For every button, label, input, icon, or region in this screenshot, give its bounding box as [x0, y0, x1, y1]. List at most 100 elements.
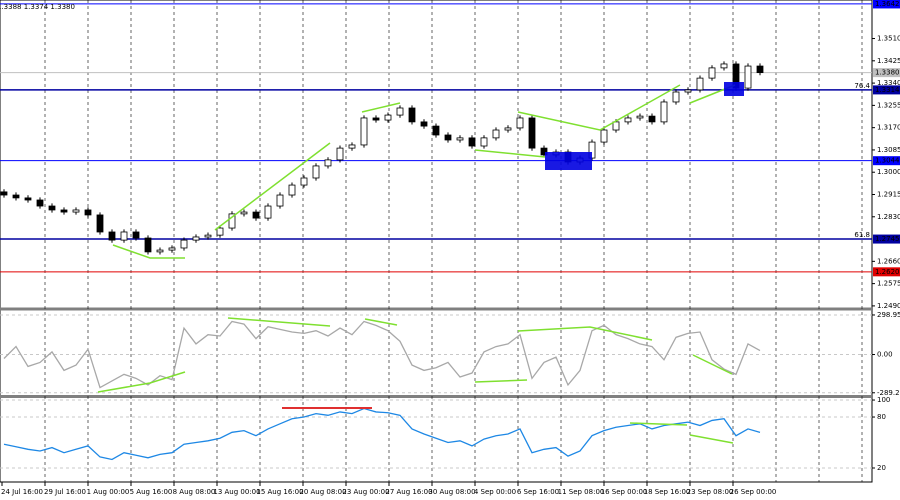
candle-body: [612, 121, 620, 131]
candle-body: [144, 237, 152, 253]
candle-body: [528, 117, 536, 149]
x-tick-label: 8 Aug 08:00: [173, 488, 216, 496]
candle-body: [96, 214, 104, 233]
candle-body: [36, 199, 44, 207]
fib-label: 61.8: [854, 231, 870, 239]
candle-body: [204, 234, 212, 238]
trend-line: [361, 102, 401, 113]
trend-line: [214, 142, 331, 231]
x-tick-label: 13 Aug 00:00: [213, 488, 260, 496]
x-tick-label: 11 Sep 08:00: [558, 488, 605, 496]
candle-body: [540, 147, 548, 156]
candle-body: [156, 249, 164, 253]
candle-body: [372, 117, 380, 121]
y-tick-label: 1.3085: [877, 146, 900, 154]
trend-line: [689, 434, 734, 444]
y-tick-label: 1.2915: [877, 190, 900, 198]
x-tick-label: 29 Jul 16:00: [44, 488, 86, 496]
y-tick-label: 80: [877, 413, 886, 421]
candle-body: [312, 165, 320, 179]
candle-body: [600, 129, 608, 143]
level-label-box: [873, 85, 900, 95]
y-tick-label: 0.00: [877, 351, 893, 359]
candle-body: [408, 107, 416, 123]
candle-body: [264, 205, 272, 219]
y-tick-label: 1.2490: [877, 302, 900, 310]
candle-body: [636, 115, 644, 119]
candle-body: [228, 213, 236, 229]
level-label: 1.3044: [875, 157, 900, 165]
trend-line: [517, 84, 681, 131]
candle-body: [120, 231, 128, 241]
level-label-box: [873, 0, 900, 9]
x-tick-label: 5 Aug 16:00: [130, 488, 173, 496]
level-label: 1.3380: [875, 69, 900, 77]
y-tick-label: -289.236: [877, 389, 900, 397]
candle-body: [684, 89, 692, 93]
level-label: 1.2620: [875, 268, 900, 276]
x-tick-label: 27 Aug 16:00: [385, 488, 432, 496]
y-tick-label: 1.3255: [877, 101, 900, 109]
candle-body: [168, 247, 176, 251]
candle-body: [480, 137, 488, 147]
y-tick-label: 298.9583: [877, 311, 900, 319]
x-tick-label: 6 Sep 16:00: [517, 488, 559, 496]
candle-body: [180, 239, 188, 249]
y-tick-label: 1.3510: [877, 35, 900, 43]
candle-body: [12, 194, 20, 199]
level-label: 1.2745: [875, 235, 900, 243]
candle-body: [756, 65, 764, 74]
y-tick-label: 1.2830: [877, 213, 900, 221]
y-tick-label: 1.3000: [877, 168, 900, 176]
trend-line: [629, 422, 688, 426]
candle-body: [336, 147, 344, 161]
level-label-box: [873, 68, 900, 78]
level-label: 1.3642: [875, 0, 900, 8]
candle-body: [660, 101, 668, 123]
candle-body: [504, 127, 512, 131]
candle-body: [60, 209, 68, 213]
candle-body: [360, 117, 368, 146]
x-tick-label: 24 Jul 16:00: [1, 488, 43, 496]
x-tick-label: 23 Sep 08:00: [687, 488, 734, 496]
candle-body: [132, 231, 140, 239]
x-tick-label: 30 Aug 08:00: [428, 488, 475, 496]
level-label: 1.3314: [875, 86, 900, 94]
candle-body: [252, 211, 260, 219]
candle-body: [444, 134, 452, 141]
candle-body: [0, 191, 8, 196]
x-tick-label: 16 Sep 00:00: [601, 488, 648, 496]
trend-line: [112, 244, 185, 259]
candle-body: [192, 236, 200, 241]
candle-body: [708, 67, 716, 79]
candle-body: [48, 205, 56, 211]
x-tick-label: 1 Aug 00:00: [87, 488, 130, 496]
trend-line: [474, 379, 528, 383]
candle-body: [84, 209, 92, 216]
y-tick-label: 100: [877, 396, 890, 404]
candle-body: [420, 121, 428, 127]
x-tick-label: 15 Aug 16:00: [256, 488, 303, 496]
candle-body: [384, 114, 392, 121]
level-label-box: [873, 267, 900, 277]
trend-lines: [97, 84, 736, 444]
candle-body: [24, 197, 32, 201]
y-tick-label: 1.2660: [877, 257, 900, 265]
candle-body: [396, 107, 404, 116]
y-tick-label: 1.3170: [877, 124, 900, 132]
candle-body: [720, 63, 728, 69]
trend-line: [97, 371, 186, 393]
level-label-box: [873, 234, 900, 244]
candle-body: [276, 194, 284, 207]
price-info: 1.3388 1.3374 1.3380: [0, 3, 75, 11]
trend-line: [474, 149, 546, 158]
candle-body: [324, 159, 332, 167]
fib-label: 76.4: [854, 82, 870, 90]
candle-body: [216, 227, 224, 236]
candle-body: [72, 209, 80, 213]
y-tick-label: 1.2575: [877, 280, 900, 288]
y-tick-label: 1.3425: [877, 57, 900, 65]
x-tick-label: 20 Aug 08:00: [299, 488, 346, 496]
trend-line: [517, 326, 653, 341]
